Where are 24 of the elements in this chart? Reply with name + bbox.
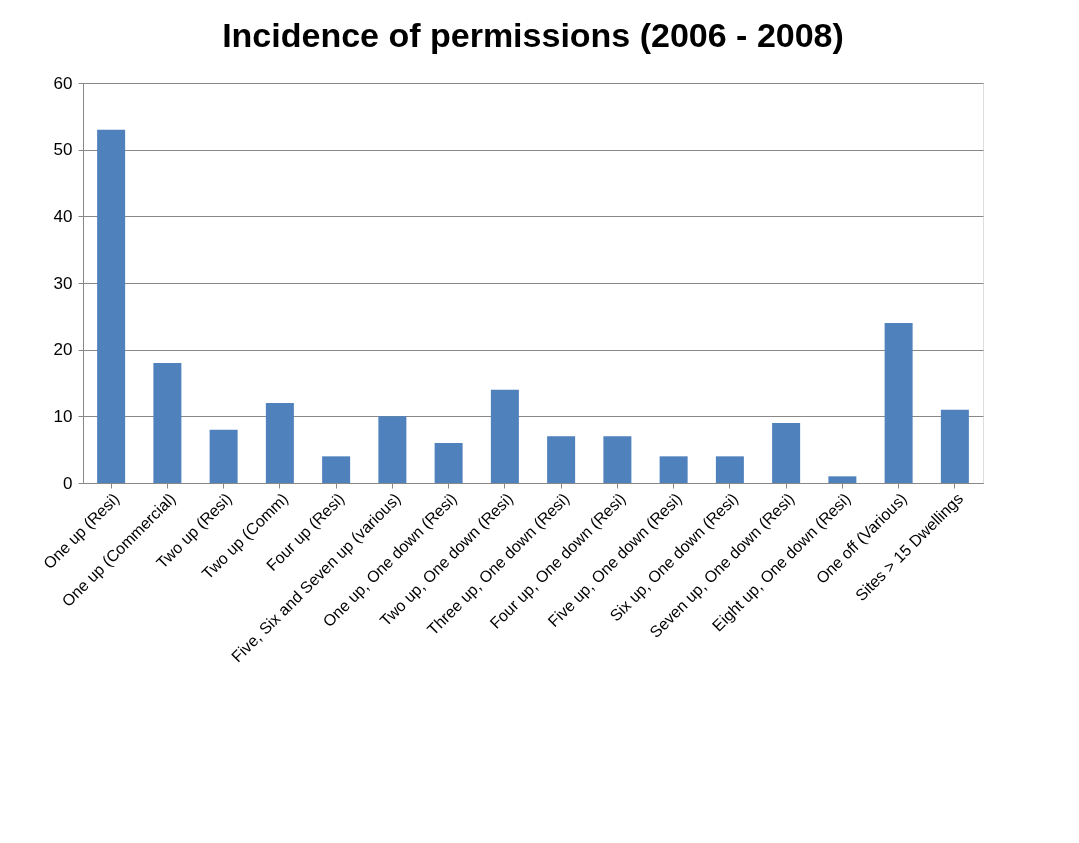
bar [772, 423, 801, 483]
bar [265, 403, 294, 483]
bar [378, 416, 407, 483]
bar [434, 443, 463, 483]
y-tick-label: 40 [53, 206, 73, 226]
bar [940, 409, 969, 483]
chart-title: Incidence of permissions (2006 - 2008) [222, 16, 844, 54]
y-tick-label: 60 [53, 73, 73, 93]
bar [828, 476, 857, 483]
bar [884, 323, 913, 483]
bar [97, 129, 126, 483]
bar [490, 389, 519, 483]
bar [715, 456, 744, 483]
bar [153, 363, 182, 483]
bar [659, 456, 688, 483]
y-tick-label: 20 [53, 340, 73, 360]
y-tick-label: 0 [63, 473, 73, 493]
bar [603, 436, 632, 483]
y-tick-label: 50 [53, 140, 73, 160]
bar [547, 436, 576, 483]
y-tick-label: 30 [53, 273, 73, 293]
bar [322, 456, 351, 483]
y-tick-label: 10 [53, 406, 73, 426]
bar [209, 429, 238, 483]
